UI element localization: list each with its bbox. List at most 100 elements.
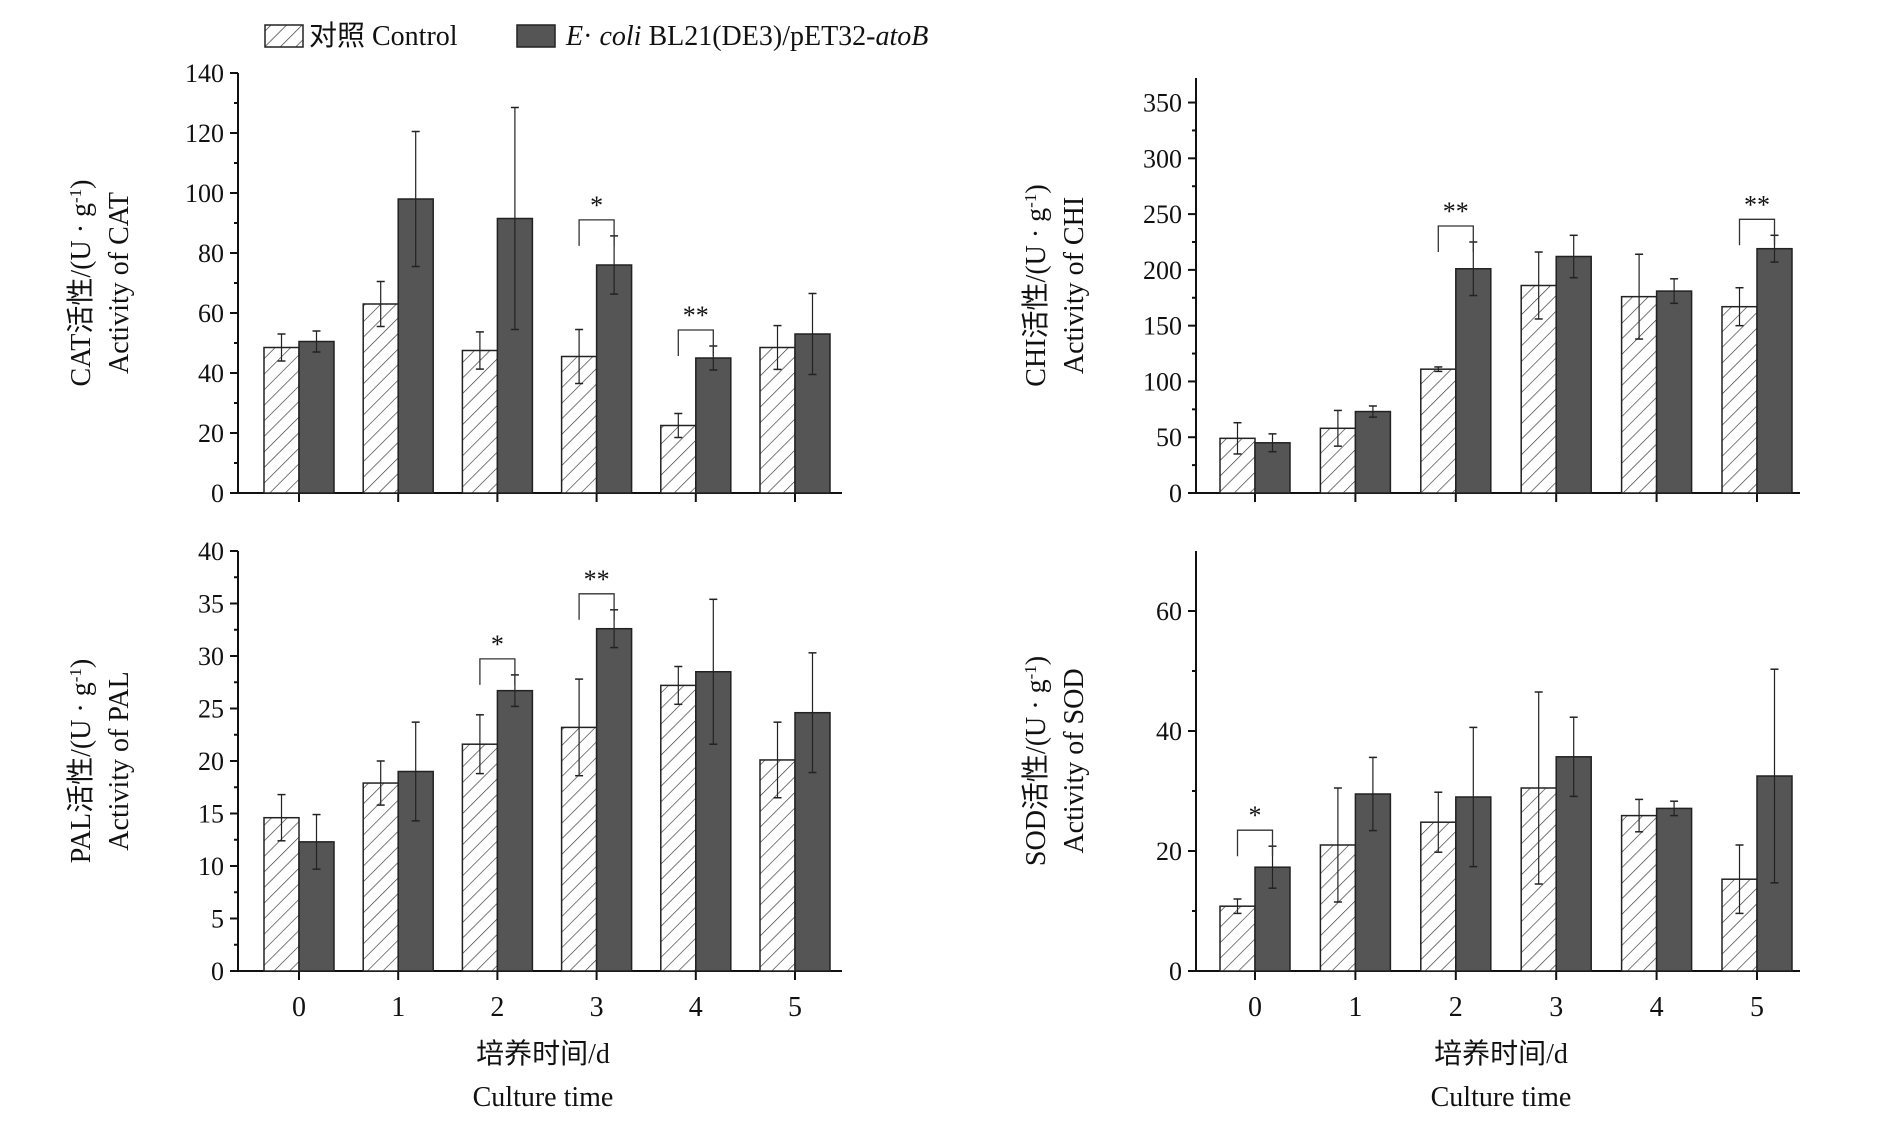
y-axis-title-close: ) <box>1021 184 1052 193</box>
x-tick-label: 5 <box>788 992 802 1023</box>
bar-treatment <box>1354 793 1392 972</box>
bar-control <box>1420 368 1457 494</box>
bar-control <box>1319 844 1357 972</box>
y-axis-title-text: SOD活性/(U · g <box>1020 679 1052 866</box>
y-tick-label: 200 <box>1143 256 1182 285</box>
bar-control <box>1620 814 1658 972</box>
legend-swatch-control <box>264 24 304 48</box>
y-axis-title-close: ) <box>66 659 97 668</box>
y-axis-title-en: Activity of SOD <box>1059 668 1090 853</box>
y-tick-label: 60 <box>1156 597 1182 626</box>
y-tick-label: 60 <box>198 299 224 328</box>
y-axis-title-cn: CAT活性/(U · g-1) <box>65 179 97 386</box>
significance-marker: ** <box>584 565 610 594</box>
significance-marker: * <box>491 630 504 659</box>
significance-bracket <box>1236 829 1274 857</box>
y-axis-title-en: Activity of CHI <box>1059 197 1090 374</box>
chart-panel-sod: 0 20 40 60 0 1 2 3 4 5 * SOD活性/(U · g-1)Activity of… <box>1020 551 1800 1023</box>
y-tick-label: 40 <box>1156 717 1182 746</box>
y-axis-title-cn: PAL活性/(U · g-1) <box>65 659 97 863</box>
y-tick-label: 20 <box>198 747 224 776</box>
y-tick-label: 0 <box>211 957 224 986</box>
x-tick-label: 3 <box>590 992 604 1023</box>
bar-treatment <box>1354 410 1392 494</box>
significance-marker: ** <box>1744 190 1770 219</box>
y-axis-title-close: ) <box>66 179 97 188</box>
legend-label-treatment: E· coli BL21(DE3)/pET32-atoB <box>565 21 928 52</box>
y-tick-label: 0 <box>211 479 224 508</box>
y-tick-label: 40 <box>198 359 224 388</box>
significance-marker: ** <box>1443 197 1469 226</box>
y-axis-title-sup: -1 <box>66 189 85 203</box>
bar-control <box>263 816 300 972</box>
bar-control <box>660 684 697 972</box>
bar-treatment <box>1455 268 1492 494</box>
bar-treatment <box>1756 247 1793 494</box>
y-axis-title-text: CAT活性/(U · g <box>65 203 97 387</box>
chart-panel-chi: 0 50 100 150 200 250 300 350 ** ** CHI活性/(U · g-1)… <box>1020 78 1800 508</box>
significance-bracket <box>1437 225 1474 252</box>
x-tick-label: 5 <box>1750 992 1764 1023</box>
y-axis-title-text: CHI活性/(U · g <box>1020 208 1052 387</box>
y-tick-label: 20 <box>1156 837 1182 866</box>
y-axis-title-sup: -1 <box>66 668 85 682</box>
y-axis-title-cn: SOD活性/(U · g-1) <box>1020 656 1052 866</box>
y-axis-title-close: ) <box>1021 656 1052 665</box>
y-tick-label: 0 <box>1169 479 1182 508</box>
bar-control <box>362 782 399 972</box>
y-axis-title-text: PAL活性/(U · g <box>65 682 97 863</box>
x-axis-title-left: 培养时间/d Culture time <box>473 1038 614 1113</box>
legend-swatch-treatment <box>516 24 556 48</box>
x-tick-label: 4 <box>689 992 703 1023</box>
x-tick-label: 2 <box>1449 992 1463 1023</box>
x-tick-label: 0 <box>292 992 306 1023</box>
significance-marker: ** <box>683 301 709 330</box>
bar-treatment <box>595 627 633 972</box>
y-tick-label: 30 <box>198 642 224 671</box>
bar-control <box>461 349 499 494</box>
y-axis-title-en: Activity of CAT <box>104 192 135 374</box>
x-tick-label: 4 <box>1650 992 1664 1023</box>
y-tick-label: 140 <box>185 59 224 88</box>
y-tick-label: 300 <box>1143 144 1182 173</box>
significance-marker: * <box>1249 801 1262 830</box>
x-tick-label: 1 <box>1348 992 1362 1023</box>
y-axis-title-sup: -1 <box>1021 194 1040 208</box>
significance-bracket <box>578 219 615 246</box>
x-tick-label: 0 <box>1248 992 1262 1023</box>
y-tick-label: 350 <box>1143 89 1182 118</box>
bar-control <box>1721 305 1758 494</box>
bar-treatment <box>496 689 534 972</box>
y-tick-label: 50 <box>1156 423 1182 452</box>
legend: 对照 Control E· coli BL21(DE3)/pET32-atoB <box>264 20 928 52</box>
bar-control <box>1219 905 1256 972</box>
legend-label-control: 对照 Control <box>309 20 458 52</box>
svg-text:培养时间/d: 培养时间/d <box>476 1038 610 1070</box>
bar-treatment <box>1756 775 1793 972</box>
svg-text:培养时间/d: 培养时间/d <box>1434 1038 1568 1070</box>
y-tick-label: 150 <box>1143 312 1182 341</box>
bar-treatment <box>298 340 335 494</box>
y-axis-title-en: Activity of PAL <box>104 671 135 850</box>
bar-treatment <box>1655 290 1693 494</box>
y-tick-label: 100 <box>185 179 224 208</box>
bar-control <box>759 346 796 494</box>
y-tick-label: 5 <box>211 905 224 934</box>
y-tick-label: 25 <box>198 695 224 724</box>
x-tick-label: 2 <box>490 992 504 1023</box>
bar-treatment <box>595 264 633 494</box>
svg-text:Culture time: Culture time <box>1431 1082 1572 1113</box>
x-tick-label: 1 <box>391 992 405 1023</box>
significance-bracket <box>578 593 615 620</box>
y-tick-label: 80 <box>198 239 224 268</box>
y-tick-label: 100 <box>1143 367 1182 396</box>
y-tick-label: 15 <box>198 800 224 829</box>
y-tick-label: 0 <box>1169 957 1182 986</box>
x-tick-label: 3 <box>1549 992 1563 1023</box>
significance-marker: * <box>590 191 603 220</box>
y-tick-label: 40 <box>198 537 224 566</box>
bar-control <box>461 743 499 972</box>
